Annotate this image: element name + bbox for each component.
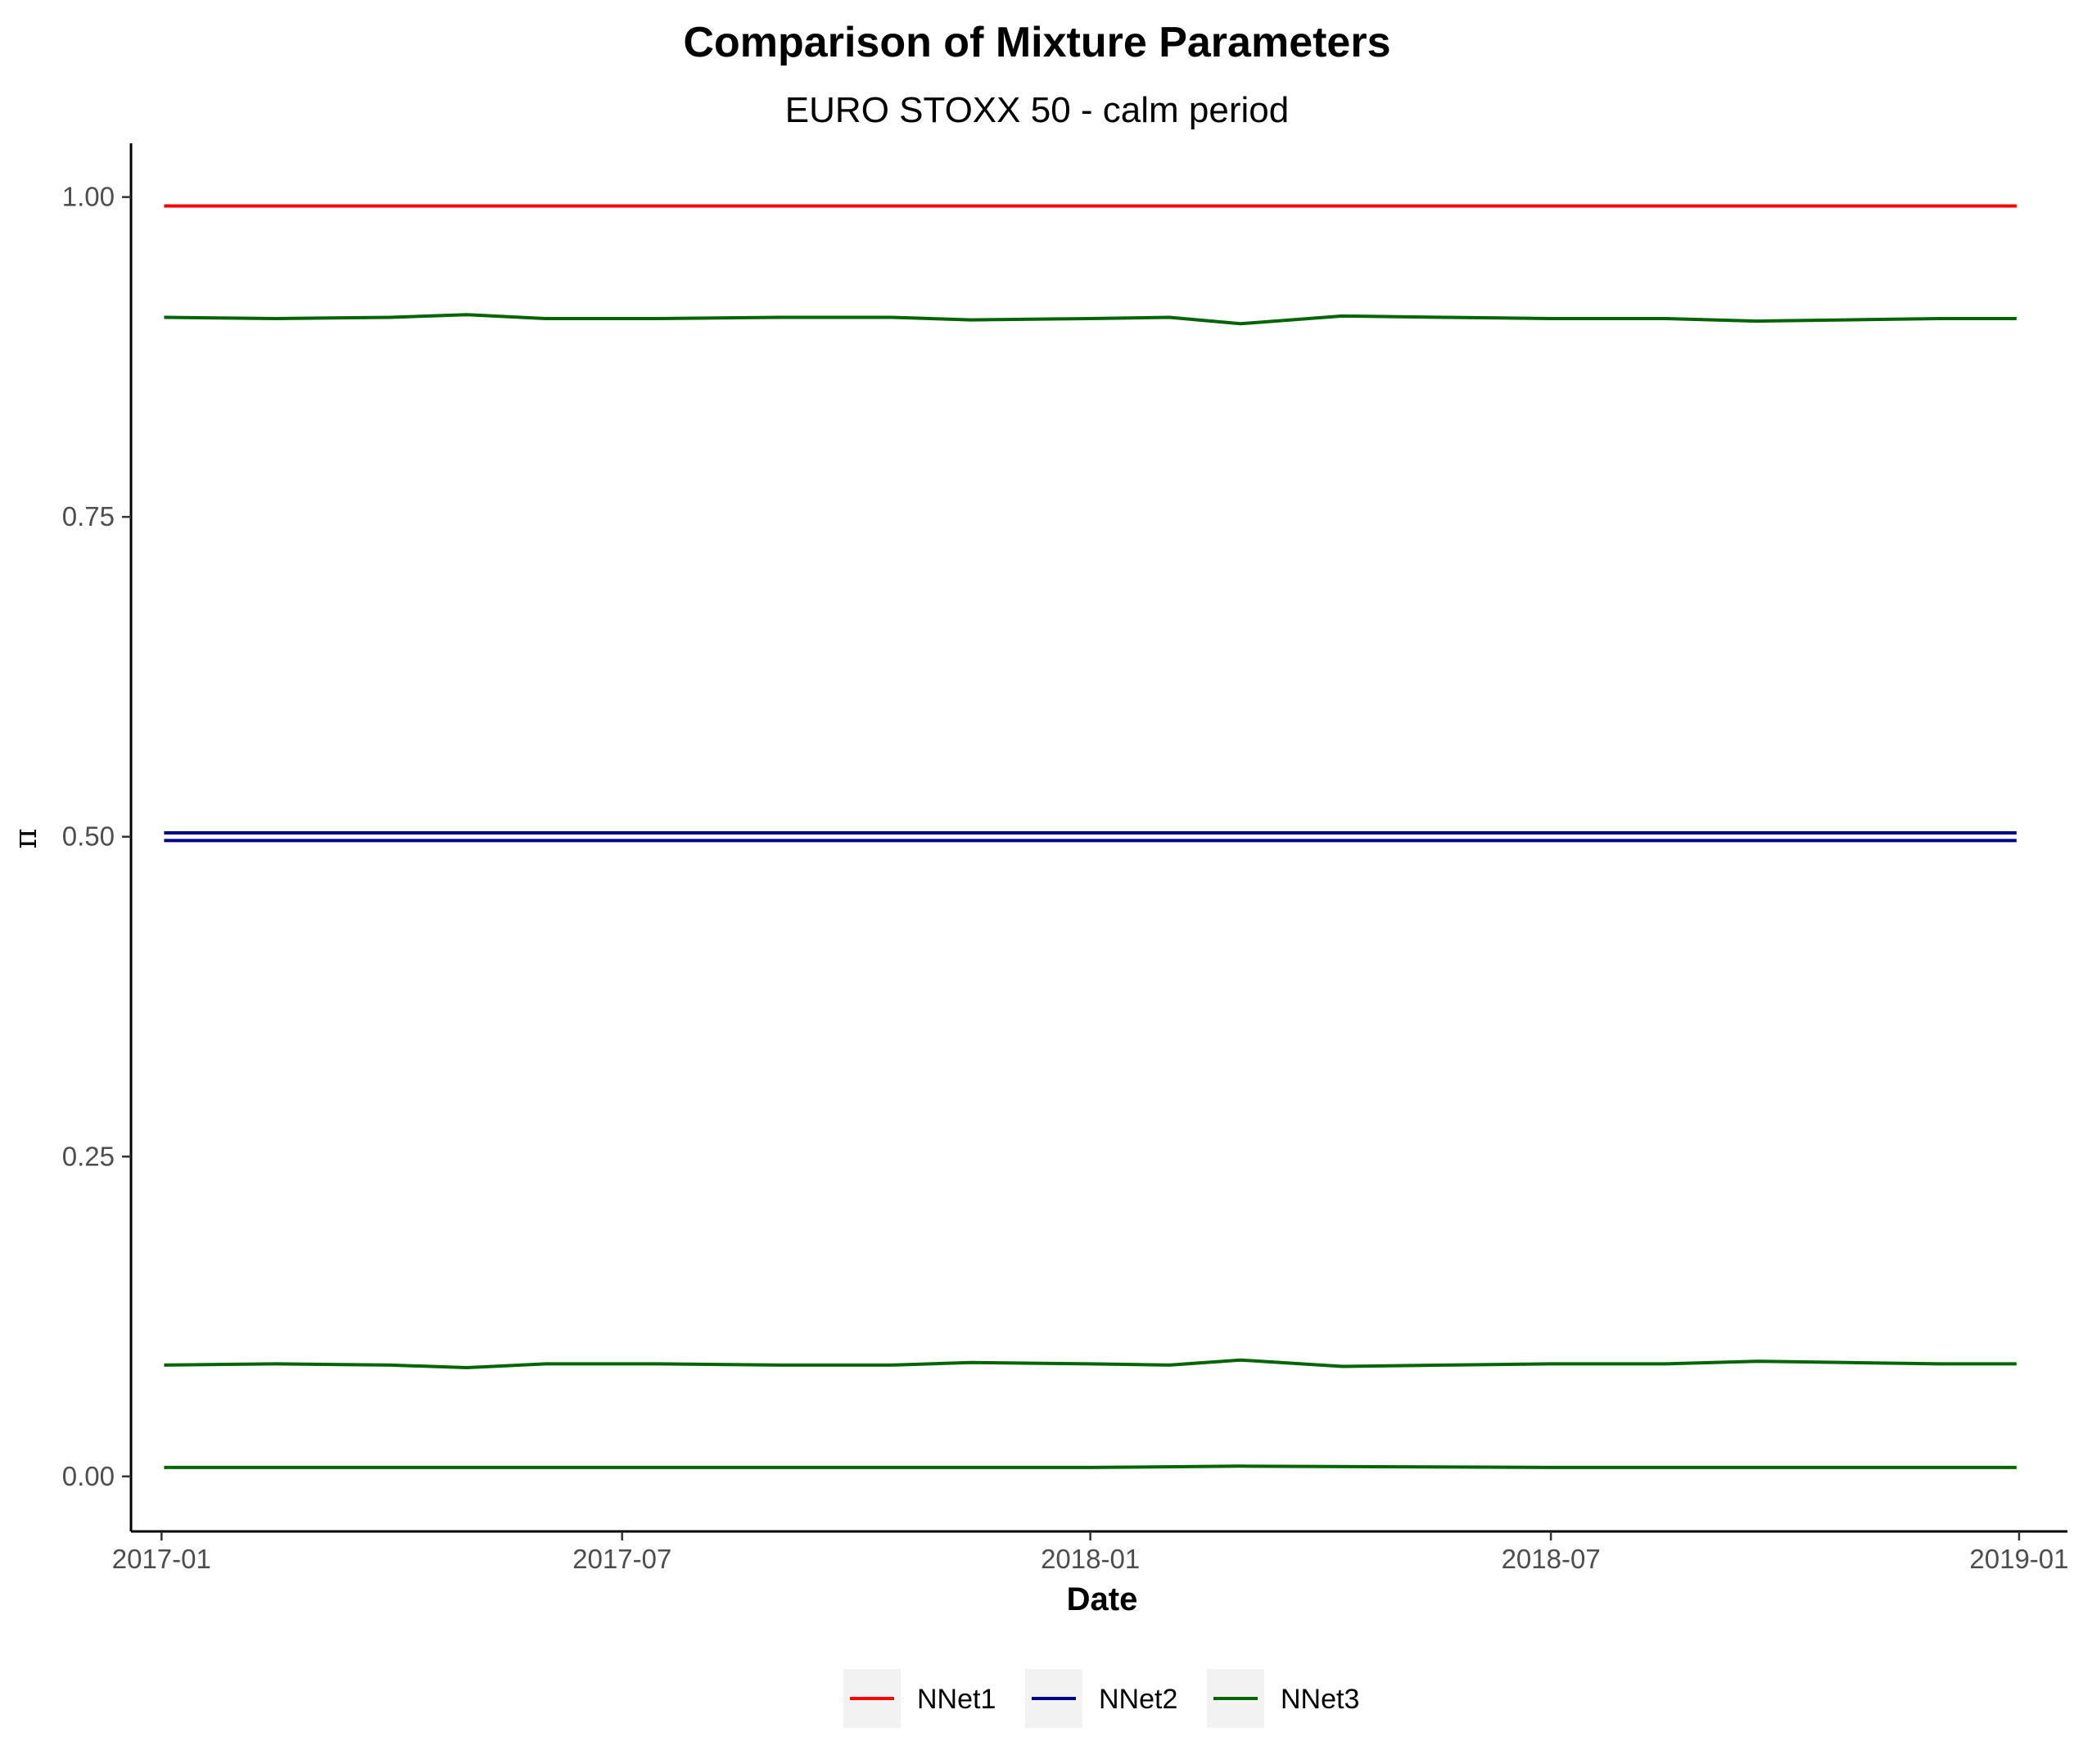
- legend-label-nnet2: NNet2: [1099, 1684, 1177, 1715]
- x-axis-title: Date: [1067, 1581, 1138, 1617]
- series-layer: [164, 204, 2017, 1469]
- y-axis-title: π: [7, 829, 43, 849]
- legend: NNet1 NNet2 NNet3: [843, 1669, 1359, 1728]
- x-tick-label: 2018-01: [1041, 1544, 1140, 1574]
- x-tick-label: 2017-01: [112, 1544, 211, 1574]
- y-tick-label: 0.50: [62, 821, 115, 852]
- series-line-nnet3-1: [164, 313, 2017, 326]
- series-line-nnet3-3: [164, 1464, 2017, 1469]
- axes-layer: 0.00 0.25 0.50 0.75 1.00 2017-01 2017-07 2018-0…: [62, 143, 2069, 1574]
- legend-label-nnet3: NNet3: [1281, 1684, 1359, 1715]
- x-tick-label: 2018-07: [1502, 1544, 1601, 1574]
- x-tick-label: 2017-07: [572, 1544, 671, 1574]
- y-tick-label: 0.25: [62, 1141, 115, 1171]
- y-tick-label: 0.00: [62, 1461, 115, 1491]
- y-tick-label: 1.00: [62, 182, 115, 212]
- x-tick-label: 2019-01: [1969, 1544, 2068, 1574]
- series-line-nnet3-2: [164, 1358, 2017, 1369]
- chart-title: Comparison of Mixture Parameters: [683, 19, 1391, 66]
- legend-label-nnet1: NNet1: [917, 1684, 996, 1715]
- y-tick-label: 0.75: [62, 501, 115, 531]
- chart-subtitle: EURO STOXX 50 - calm period: [784, 90, 1290, 130]
